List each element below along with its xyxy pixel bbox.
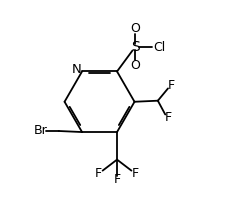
Text: Cl: Cl (154, 40, 166, 54)
Text: F: F (168, 79, 175, 92)
Text: N: N (72, 63, 82, 76)
Text: Br: Br (34, 124, 47, 138)
Text: F: F (95, 167, 102, 180)
Text: F: F (113, 173, 121, 186)
Text: F: F (132, 167, 139, 180)
Text: S: S (131, 40, 139, 54)
Text: O: O (130, 59, 140, 72)
Text: O: O (130, 22, 140, 35)
Text: F: F (165, 111, 172, 124)
